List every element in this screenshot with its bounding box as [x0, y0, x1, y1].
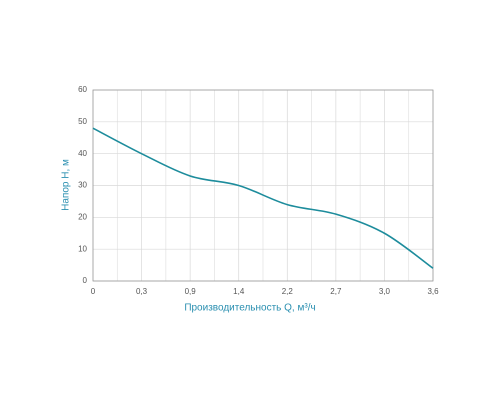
y-tick-label: 0	[83, 276, 88, 285]
y-tick-label: 20	[78, 212, 87, 221]
y-tick-label: 10	[78, 244, 87, 253]
x-tick-label: 3,6	[427, 287, 439, 296]
plot-frame	[92, 89, 434, 282]
x-tick-label: 1,4	[233, 287, 245, 296]
x-tick-label: 0,3	[136, 287, 148, 296]
y-tick-label: 50	[78, 117, 87, 126]
y-axis-title: Напор Н, м	[61, 159, 72, 211]
x-tick-label: 2,7	[330, 287, 342, 296]
y-tick-label: 40	[78, 149, 87, 158]
x-axis-title: Производительность Q, м³/ч	[184, 303, 315, 314]
y-tick-label: 30	[78, 181, 87, 190]
curve	[92, 127, 434, 269]
x-tick-label: 0,9	[185, 287, 197, 296]
x-tick-label: 3,0	[379, 287, 391, 296]
x-tick-label: 0	[91, 287, 96, 296]
x-tick-label: 2,2	[282, 287, 294, 296]
y-tick-label: 60	[78, 85, 87, 94]
